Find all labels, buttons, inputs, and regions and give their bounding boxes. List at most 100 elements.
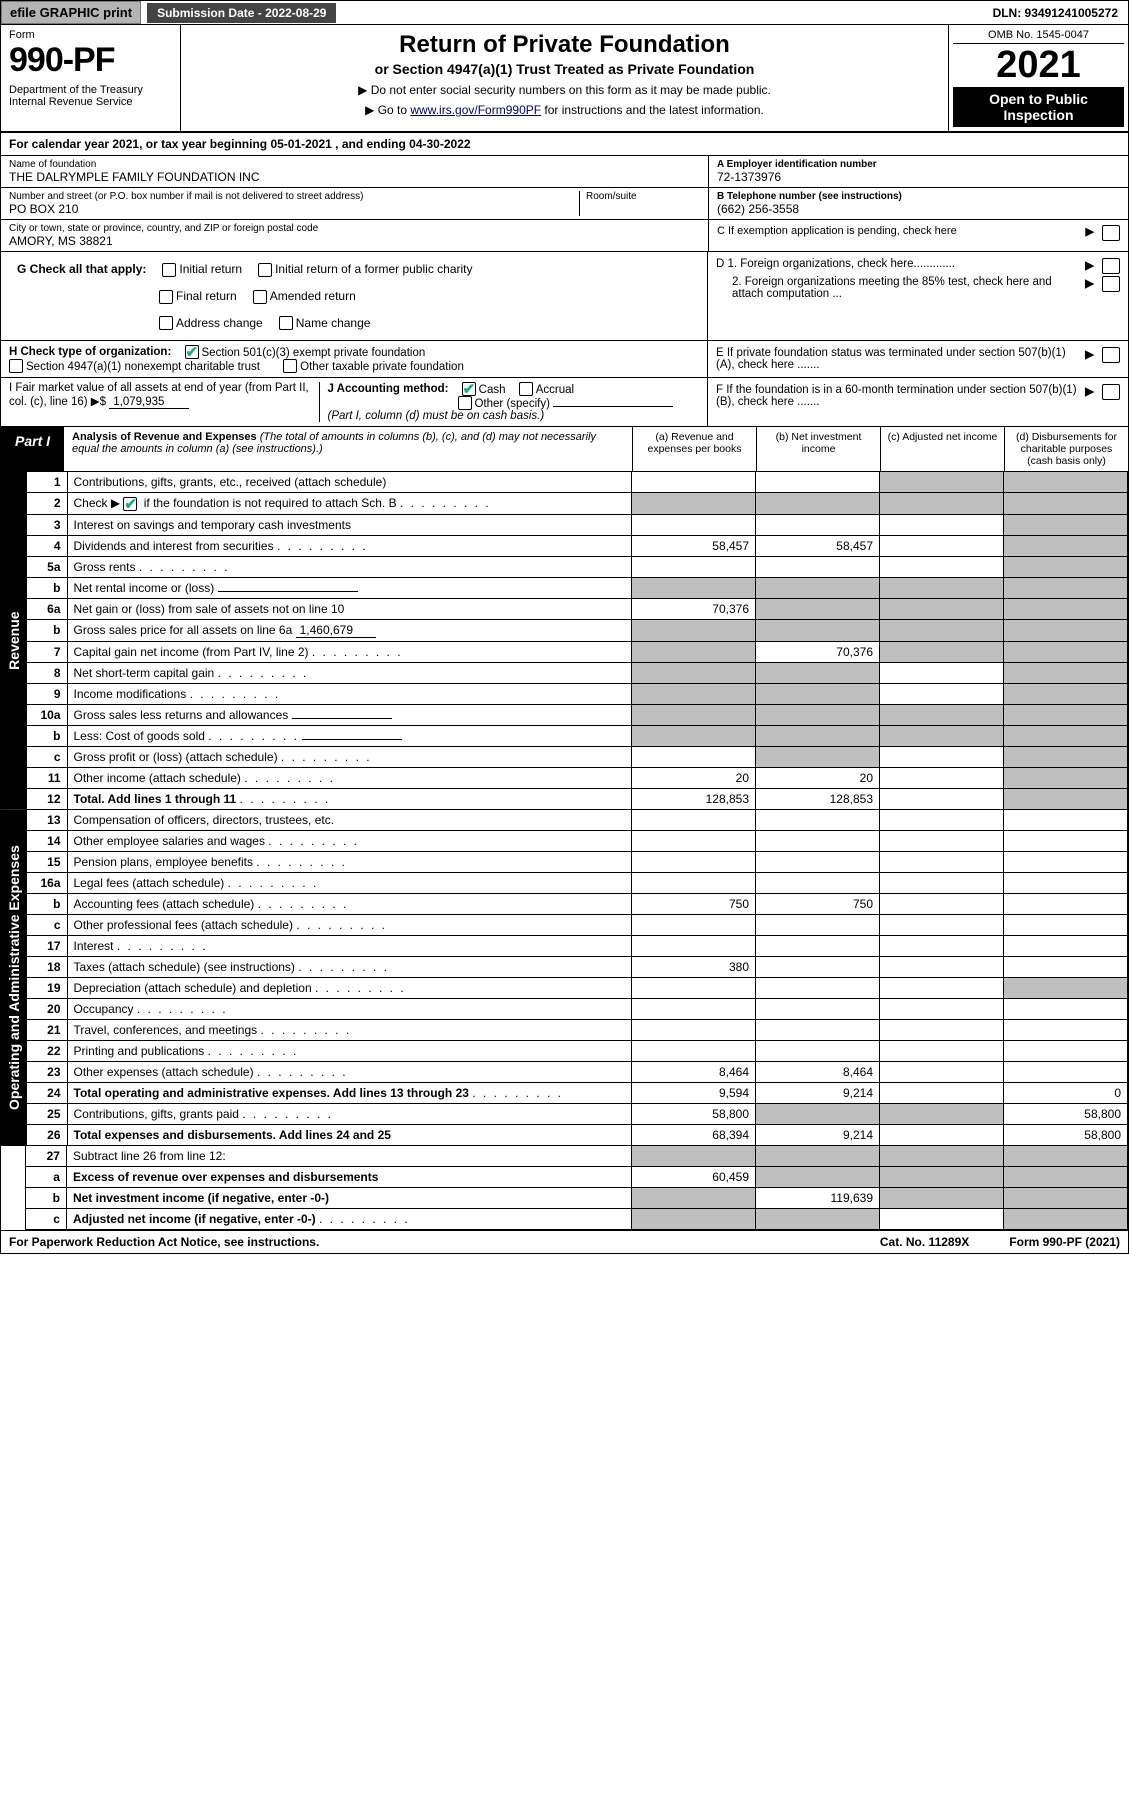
table-row: 8Net short-term capital gain bbox=[27, 663, 1128, 684]
revenue-table: 1Contributions, gifts, grants, etc., rec… bbox=[27, 472, 1128, 810]
table-row: 13Compensation of officers, directors, t… bbox=[27, 810, 1128, 831]
h-other-checkbox[interactable] bbox=[283, 359, 297, 373]
identity-right: A Employer identification number 72-1373… bbox=[708, 156, 1128, 251]
g-opt-5: Name change bbox=[296, 316, 371, 330]
table-row: 10aGross sales less returns and allowanc… bbox=[27, 705, 1128, 726]
table-row: aExcess of revenue over expenses and dis… bbox=[26, 1167, 1127, 1188]
address-cell: Number and street (or P.O. box number if… bbox=[1, 188, 708, 220]
j-accrual-checkbox[interactable] bbox=[519, 382, 533, 396]
revenue-section: Revenue 1Contributions, gifts, grants, e… bbox=[1, 472, 1128, 810]
table-row: 15Pension plans, employee benefits bbox=[27, 852, 1128, 873]
table-row: 17Interest bbox=[27, 936, 1128, 957]
table-row: bNet rental income or (loss) bbox=[27, 578, 1128, 599]
arrow-icon: ▶ bbox=[1086, 225, 1094, 238]
table-row: 9Income modifications bbox=[27, 684, 1128, 705]
table-row: bNet investment income (if negative, ent… bbox=[26, 1188, 1127, 1209]
d1-checkbox[interactable] bbox=[1102, 258, 1120, 274]
i-j-section: I Fair market value of all assets at end… bbox=[1, 378, 708, 426]
form-number: 990-PF bbox=[9, 41, 172, 80]
j-note: (Part I, column (d) must be on cash basi… bbox=[328, 410, 545, 422]
h-501c3-checkbox[interactable] bbox=[185, 345, 199, 359]
instr2-post: for instructions and the latest informat… bbox=[541, 103, 764, 117]
e-checkbox[interactable] bbox=[1102, 347, 1120, 363]
ein-value: 72-1373976 bbox=[717, 170, 1120, 184]
g-address-checkbox[interactable] bbox=[159, 316, 173, 330]
table-row: 27Subtract line 26 from line 12: bbox=[26, 1146, 1127, 1167]
j-other-field[interactable] bbox=[553, 406, 673, 407]
sub-title: or Section 4947(a)(1) Trust Treated as P… bbox=[193, 61, 936, 77]
h-4947-checkbox[interactable] bbox=[9, 359, 23, 373]
name-cell: Name of foundation THE DALRYMPLE FAMILY … bbox=[1, 156, 708, 188]
d2-checkbox[interactable] bbox=[1102, 276, 1120, 292]
f-section: F If the foundation is in a 60-month ter… bbox=[708, 378, 1128, 426]
department-label: Department of the Treasury Internal Reve… bbox=[9, 84, 172, 108]
g-final-checkbox[interactable] bbox=[159, 290, 173, 304]
g-section: G Check all that apply: Initial return I… bbox=[1, 252, 708, 340]
g-opt-0: Initial return bbox=[179, 262, 242, 276]
table-row: 5aGross rents bbox=[27, 557, 1128, 578]
g-opt-2: Address change bbox=[176, 316, 263, 330]
form-container: efile GRAPHIC print Submission Date - 20… bbox=[0, 0, 1129, 1254]
h-opt-1: Section 501(c)(3) exempt private foundat… bbox=[202, 347, 426, 359]
col-c-head: (c) Adjusted net income bbox=[880, 427, 1004, 471]
j-other: Other (specify) bbox=[475, 398, 550, 410]
arrow-icon: ▶ bbox=[1085, 258, 1094, 272]
e-text: E If private foundation status was termi… bbox=[716, 347, 1077, 371]
tax-year: 2021 bbox=[953, 44, 1124, 87]
j-other-checkbox[interactable] bbox=[458, 396, 472, 410]
phone-label: B Telephone number (see instructions) bbox=[717, 191, 1120, 202]
g-amended-checkbox[interactable] bbox=[253, 290, 267, 304]
g-label: G Check all that apply: bbox=[17, 262, 146, 276]
line-27-section: 27Subtract line 26 from line 12: aExcess… bbox=[1, 1146, 1128, 1230]
table-row: 7Capital gain net income (from Part IV, … bbox=[27, 642, 1128, 663]
table-row: 11Other income (attach schedule) 2020 bbox=[27, 768, 1128, 789]
form-id-block: Form 990-PF Department of the Treasury I… bbox=[1, 25, 181, 131]
j-accrual: Accrual bbox=[536, 384, 574, 396]
instruction-2: ▶ Go to www.irs.gov/Form990PF for instru… bbox=[193, 103, 936, 117]
efile-print-button[interactable]: efile GRAPHIC print bbox=[1, 1, 141, 24]
table-row: 26Total expenses and disbursements. Add … bbox=[27, 1125, 1128, 1146]
table-row: 16aLegal fees (attach schedule) bbox=[27, 873, 1128, 894]
paperwork-notice: For Paperwork Reduction Act Notice, see … bbox=[9, 1235, 319, 1249]
table-row: 23Other expenses (attach schedule) 8,464… bbox=[27, 1062, 1128, 1083]
room-label: Room/suite bbox=[586, 191, 700, 202]
f-checkbox[interactable] bbox=[1102, 384, 1120, 400]
table-row: bGross sales price for all assets on lin… bbox=[27, 620, 1128, 642]
g-name-checkbox[interactable] bbox=[279, 316, 293, 330]
form-header: Form 990-PF Department of the Treasury I… bbox=[1, 25, 1128, 133]
d2-text: 2. Foreign organizations meeting the 85%… bbox=[716, 276, 1077, 300]
h-opt-2: Section 4947(a)(1) nonexempt charitable … bbox=[26, 361, 260, 373]
phone-value: (662) 256-3558 bbox=[717, 202, 1120, 216]
form-url-link[interactable]: www.irs.gov/Form990PF bbox=[410, 103, 541, 117]
table-row: cAdjusted net income (if negative, enter… bbox=[26, 1209, 1127, 1230]
j-cash: Cash bbox=[479, 384, 506, 396]
form-title-block: Return of Private Foundation or Section … bbox=[181, 25, 948, 131]
j-cash-checkbox[interactable] bbox=[462, 382, 476, 396]
instruction-1: ▶ Do not enter social security numbers o… bbox=[193, 83, 936, 97]
h-section: H Check type of organization: Section 50… bbox=[1, 341, 708, 377]
instr2-pre: ▶ Go to bbox=[365, 103, 410, 117]
main-title: Return of Private Foundation bbox=[193, 31, 936, 59]
calendar-year-line: For calendar year 2021, or tax year begi… bbox=[1, 133, 1128, 156]
table-row: 1Contributions, gifts, grants, etc., rec… bbox=[27, 472, 1128, 493]
ein-cell: A Employer identification number 72-1373… bbox=[709, 156, 1128, 188]
arrow-icon: ▶ bbox=[1085, 384, 1094, 398]
table-row: 22Printing and publications bbox=[27, 1041, 1128, 1062]
col-d-head: (d) Disbursements for charitable purpose… bbox=[1004, 427, 1128, 471]
phone-cell: B Telephone number (see instructions) (6… bbox=[709, 188, 1128, 220]
g-initial-public-checkbox[interactable] bbox=[258, 263, 272, 277]
table-row: 24Total operating and administrative exp… bbox=[27, 1083, 1128, 1104]
table-row: 21Travel, conferences, and meetings bbox=[27, 1020, 1128, 1041]
arrow-icon: ▶ bbox=[1085, 276, 1094, 290]
g-initial-checkbox[interactable] bbox=[162, 263, 176, 277]
table-row: 14Other employee salaries and wages bbox=[27, 831, 1128, 852]
c-exempt-checkbox[interactable] bbox=[1102, 225, 1120, 241]
part-i-desc: Analysis of Revenue and Expenses (The to… bbox=[64, 427, 632, 471]
table-row: 20Occupancy bbox=[27, 999, 1128, 1020]
table-row: 4Dividends and interest from securities … bbox=[27, 536, 1128, 557]
top-bar: efile GRAPHIC print Submission Date - 20… bbox=[1, 1, 1128, 25]
table-row: bLess: Cost of goods sold bbox=[27, 726, 1128, 747]
d-section: D 1. Foreign organizations, check here..… bbox=[708, 252, 1128, 340]
schb-checkbox[interactable] bbox=[123, 497, 137, 511]
g-opt-1: Final return bbox=[176, 289, 237, 303]
